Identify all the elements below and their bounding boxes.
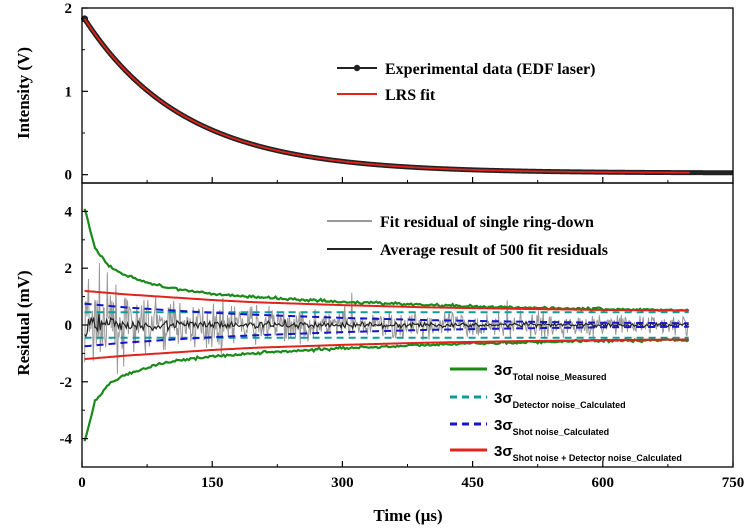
average-residual-line <box>84 313 689 338</box>
legend-label-shot-noise: 3σShot noise_Calculated <box>494 417 609 437</box>
legend-label-total-noise: 3σTotal noise_Measured <box>494 362 606 382</box>
bottom-legend-residuals: Fit residual of single ring-down Average… <box>327 214 608 259</box>
legend-label-experimental: Experimental data (EDF laser) <box>385 61 595 78</box>
axes <box>81 7 734 468</box>
x-axis-label: Time (μs) <box>373 506 442 525</box>
legend-label-single-residual: Fit residual of single ring-down <box>380 214 594 231</box>
shot-noise-lower-line <box>84 325 689 348</box>
x-tick-label: 600 <box>592 475 615 491</box>
top-panel-traces <box>81 15 733 176</box>
bottom-y-tick-label: 4 <box>65 204 73 220</box>
bottom-y-tick-label: 2 <box>65 261 73 277</box>
x-tick-label: 300 <box>331 475 354 491</box>
bottom-legend-noise: 3σTotal noise_Measured 3σDetector noise_… <box>450 362 682 463</box>
bottom-y-axis-label: Residual (mV) <box>14 270 33 375</box>
top-legend: Experimental data (EDF laser) LRS fit <box>337 61 595 104</box>
shot-plus-detector-upper-line <box>84 289 689 312</box>
legend-label-detector-noise: 3σDetector noise_Calculated <box>494 390 626 410</box>
bottom-y-tick-label: -4 <box>60 432 73 448</box>
x-tick-label: 450 <box>461 475 484 491</box>
total-noise-lower-line <box>83 337 690 442</box>
shot-plus-detector-lower-line <box>84 338 689 361</box>
top-y-tick-label: 0 <box>65 168 73 184</box>
bottom-y-tick-label: -2 <box>60 375 73 391</box>
x-tick-label: 150 <box>201 475 224 491</box>
legend-label-average-residual: Average result of 500 fit residuals <box>380 242 608 259</box>
x-tick-label: 750 <box>722 475 745 491</box>
top-y-tick-label: 1 <box>65 84 73 100</box>
lrs-fit-line <box>83 18 690 174</box>
legend-marker-experimental <box>353 64 361 72</box>
legend-label-shot-plus-detector: 3σShot noise + Detector noise_Calculated <box>494 443 682 463</box>
bottom-y-tick-label: 0 <box>65 318 73 334</box>
tick-labels: 0 150 300 450 600 750 0 1 2 -4 -2 0 2 4 <box>60 1 745 491</box>
legend-label-lrs-fit: LRS fit <box>385 87 436 104</box>
shot-noise-upper-line <box>84 302 689 325</box>
top-y-tick-label: 2 <box>65 1 73 17</box>
bottom-panel-traces <box>83 208 690 442</box>
top-y-axis-label: Intensity (V) <box>14 47 33 139</box>
total-noise-upper-line <box>83 208 690 313</box>
x-tick-label: 0 <box>78 475 86 491</box>
